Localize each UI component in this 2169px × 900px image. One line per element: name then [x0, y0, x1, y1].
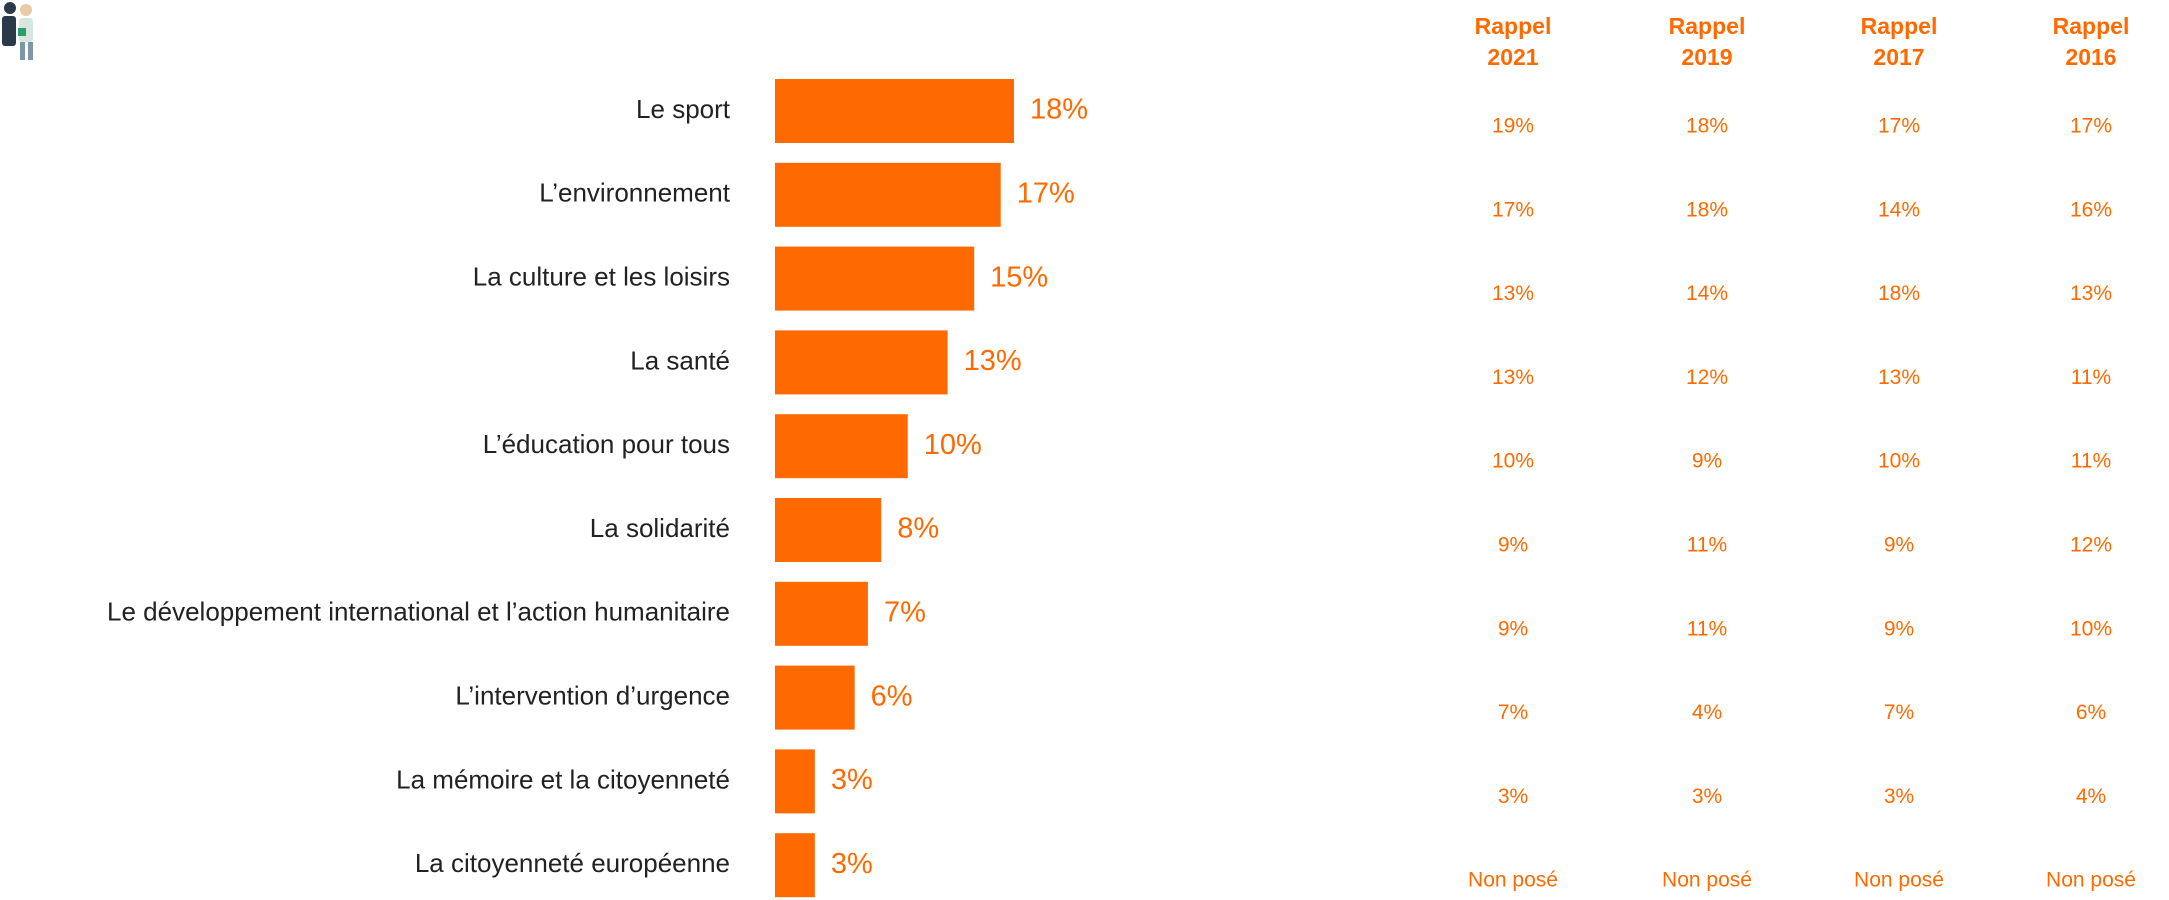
- table-cell: Non posé: [1468, 869, 1558, 892]
- value-label: 3%: [831, 764, 873, 796]
- category-label: La mémoire et la citoyenneté: [396, 764, 730, 794]
- column-header: 2021: [1487, 44, 1538, 70]
- category-label: Le sport: [636, 94, 731, 124]
- category-label: La santé: [630, 345, 730, 375]
- bar: [775, 79, 1014, 143]
- table-cell: 3%: [1884, 785, 1914, 808]
- table-cell: 9%: [1884, 617, 1914, 640]
- table-cell: 11%: [2071, 450, 2111, 473]
- column-header: Rappel: [1669, 13, 1746, 39]
- table-cell: 7%: [1884, 701, 1914, 724]
- table-cell: 6%: [2076, 701, 2106, 724]
- bar: [775, 833, 815, 898]
- category-label: La solidarité: [590, 513, 730, 543]
- column-header: Rappel: [1475, 13, 1552, 39]
- category-label: La citoyenneté européenne: [415, 848, 730, 878]
- table-cell: 12%: [2070, 534, 2112, 557]
- column-header: Rappel: [2053, 13, 2130, 39]
- value-label: 6%: [871, 680, 913, 712]
- table-cell: 11%: [1687, 617, 1727, 640]
- value-label: 15%: [990, 261, 1048, 293]
- bar: [775, 581, 868, 646]
- table-cell: Non posé: [1662, 869, 1752, 892]
- table-cell: 3%: [1498, 785, 1528, 808]
- category-label: Le développement international et l’acti…: [107, 597, 730, 627]
- table-cell: 3%: [1692, 785, 1722, 808]
- table-cell: 14%: [1686, 282, 1728, 305]
- bar: [775, 246, 975, 311]
- table-cell: 10%: [1878, 450, 1920, 473]
- bar: [775, 414, 908, 479]
- category-label: La culture et les loisirs: [473, 261, 730, 291]
- table-cell: 9%: [1692, 450, 1722, 473]
- table-cell: 18%: [1686, 115, 1728, 138]
- category-label: L’intervention d’urgence: [455, 680, 730, 710]
- table-cell: 4%: [1692, 701, 1722, 724]
- bar: [775, 749, 815, 814]
- table-cell: 16%: [2070, 198, 2112, 221]
- table-cell: 11%: [2071, 366, 2111, 389]
- value-label: 17%: [1017, 177, 1075, 209]
- table-cell: 14%: [1878, 198, 1920, 221]
- bar: [775, 665, 855, 730]
- table-cell: 19%: [1492, 115, 1534, 138]
- table-cell: Non posé: [1854, 869, 1944, 892]
- table-cell: 10%: [1492, 450, 1534, 473]
- value-label: 18%: [1030, 94, 1088, 126]
- table-cell: 13%: [1492, 366, 1534, 389]
- table-cell: 18%: [1878, 282, 1920, 305]
- value-label: 3%: [831, 848, 873, 880]
- table-cell: 17%: [1878, 115, 1920, 138]
- table-cell: 17%: [1492, 198, 1534, 221]
- column-header: 2017: [1873, 44, 1924, 70]
- table-cell: 7%: [1498, 701, 1528, 724]
- table-cell: 13%: [1492, 282, 1534, 305]
- table-cell: 12%: [1686, 366, 1728, 389]
- column-header: 2019: [1681, 44, 1732, 70]
- table-cell: 17%: [2070, 115, 2112, 138]
- table-cell: 10%: [2070, 617, 2112, 640]
- table-cell: 9%: [1884, 534, 1914, 557]
- table-cell: 18%: [1686, 198, 1728, 221]
- table-cell: 9%: [1498, 617, 1528, 640]
- column-header: 2016: [2065, 44, 2116, 70]
- table-cell: 4%: [2076, 785, 2106, 808]
- value-label: 8%: [897, 513, 939, 545]
- table-cell: 13%: [2070, 282, 2112, 305]
- table-cell: Non posé: [2046, 869, 2136, 892]
- category-label: L’environnement: [539, 178, 731, 208]
- value-label: 10%: [924, 429, 982, 461]
- column-header: Rappel: [1861, 13, 1938, 39]
- table-cell: 13%: [1878, 366, 1920, 389]
- category-label: L’éducation pour tous: [483, 429, 730, 459]
- icon: [2, 2, 33, 60]
- value-label: 13%: [964, 345, 1022, 377]
- bar: [775, 498, 882, 562]
- table-cell: 11%: [1687, 534, 1727, 557]
- table-cell: 9%: [1498, 534, 1528, 557]
- value-label: 7%: [884, 596, 926, 628]
- bar: [775, 162, 1001, 227]
- bar: [775, 330, 948, 395]
